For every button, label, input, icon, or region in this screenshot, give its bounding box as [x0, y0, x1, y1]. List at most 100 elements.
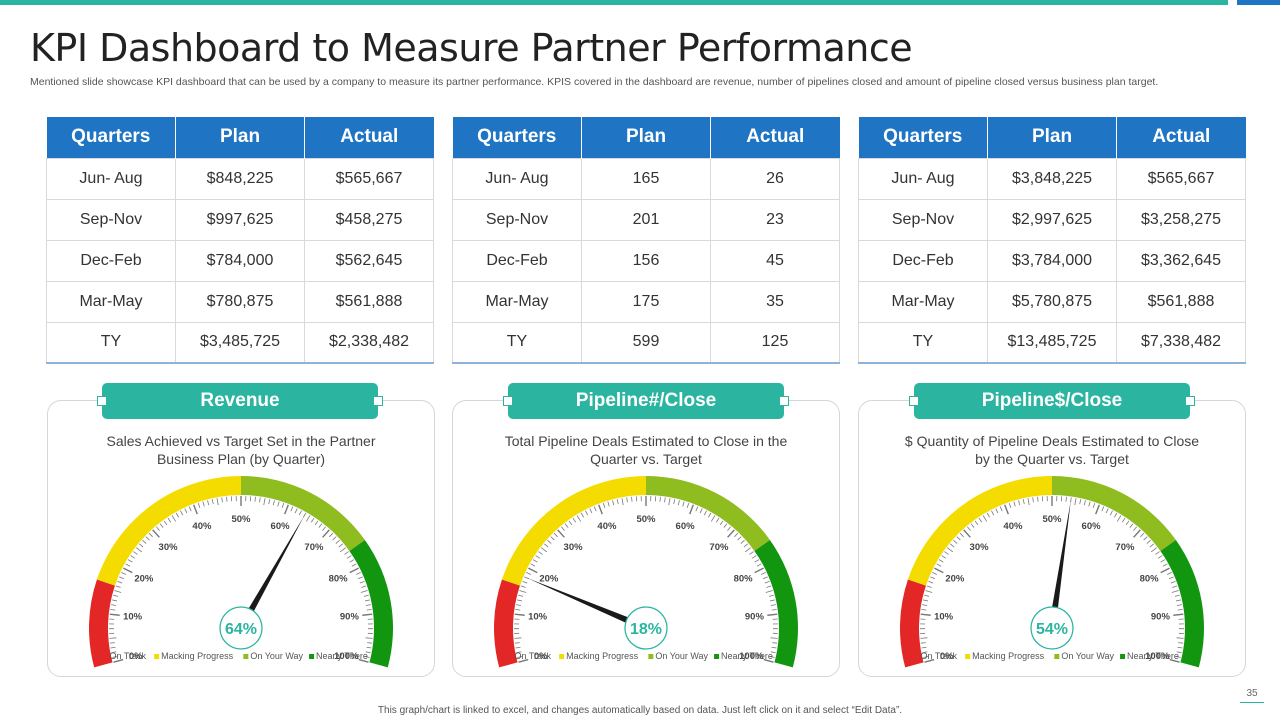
gauge-tick	[944, 551, 949, 555]
gauge-tick	[1168, 576, 1174, 580]
gauge-tick	[193, 504, 198, 515]
table-row: Dec-Feb $3,784,000 $3,362,645	[858, 239, 1246, 282]
table-header-row: Quarters Plan Actual	[452, 117, 840, 158]
gauge-tick	[1176, 651, 1182, 654]
gauge-band	[96, 476, 241, 586]
gauge-tick	[322, 526, 326, 531]
cell-quarter: Dec-Feb	[452, 239, 582, 282]
table-row: Mar-May $5,780,875 $561,888	[858, 280, 1246, 323]
gauge-tick	[133, 551, 138, 555]
gauge-tick-label: 40%	[192, 521, 212, 532]
pipeline-count-gauge: 0% 10% 20% 30% 40% 50% 60% 70% 80% 90% 100% 18% On T…	[494, 476, 798, 668]
gauge-tick	[1155, 551, 1160, 555]
gauge-tick	[1140, 532, 1145, 538]
gauge-tick	[159, 523, 164, 528]
gauge-tick-label: 70%	[304, 542, 324, 553]
header-plan: Plan	[581, 117, 711, 158]
gauge-tick-label: 50%	[231, 514, 251, 525]
gauge-tick	[926, 585, 932, 588]
gauge-tick	[184, 508, 188, 514]
gauge-tick	[593, 506, 597, 512]
gauge-tick	[550, 536, 555, 541]
header-handle-right	[373, 396, 383, 406]
gauge-tick	[366, 609, 372, 611]
gauge-tick	[695, 506, 699, 512]
gauge-tick-label: 40%	[597, 521, 617, 532]
cell-actual: 125	[710, 321, 840, 364]
gauge-tick	[771, 646, 777, 649]
gauge-tick	[715, 517, 720, 523]
cell-plan: $780,875	[175, 280, 305, 323]
gauge-tick	[197, 502, 201, 508]
gauge-tick	[631, 496, 633, 502]
gauge-tick-label: 30%	[159, 542, 179, 553]
gauge-tick	[188, 506, 192, 512]
gauge-tick	[767, 613, 778, 616]
cell-quarter: Sep-Nov	[858, 198, 988, 241]
gauge-tick	[1109, 510, 1113, 516]
gauge-tick	[1083, 500, 1086, 506]
gauge-tick	[1079, 499, 1082, 505]
gauge-tick	[544, 543, 549, 548]
gauge-tick	[963, 529, 971, 538]
gauge-tick	[547, 539, 552, 544]
gauge-band	[349, 539, 393, 668]
gauge-tick	[770, 651, 776, 654]
gauge-tick	[226, 496, 228, 502]
gauge-tick	[115, 585, 121, 588]
gauge-tick-label: 20%	[945, 574, 965, 585]
gauge-tick	[361, 585, 367, 588]
gauge-tick-label: 70%	[1115, 542, 1135, 553]
legend-swatch	[965, 654, 971, 659]
gauge-tick	[1171, 590, 1179, 593]
gauge-tick	[175, 512, 180, 518]
gauge-tick	[756, 563, 762, 567]
gauge-tick	[109, 637, 117, 639]
legend-label: On Your Way	[250, 651, 303, 661]
table-header-row: Quarters Plan Actual	[46, 117, 434, 158]
gauge-tick	[130, 555, 136, 559]
gauge-tick-label: 50%	[1042, 514, 1062, 525]
table-row: TY $3,485,725 $2,338,482	[46, 321, 434, 364]
gauge-tick	[580, 512, 585, 518]
gauge-tick	[749, 551, 754, 555]
cell-plan: $848,225	[175, 157, 305, 200]
cell-quarter: TY	[452, 321, 582, 364]
gauge-tick	[167, 517, 172, 523]
gauge-tick	[727, 526, 731, 531]
gauge-band	[88, 579, 115, 668]
gauge-tick	[1092, 502, 1096, 508]
gauge-tick	[934, 567, 944, 574]
gauge-tick	[936, 563, 942, 567]
gauge-tick	[572, 517, 577, 523]
pipeline-amount-header: Pipeline$/Close	[914, 383, 1190, 419]
gauge-tick-label: 90%	[745, 612, 765, 623]
gauge-tick	[1018, 500, 1021, 506]
gauge-tick	[516, 651, 522, 654]
gauge-tick-label: 10%	[123, 612, 143, 623]
pipeline-count-header: Pipeline#/Close	[508, 383, 784, 419]
gauge-tick	[290, 506, 294, 512]
gauge-tick	[576, 515, 582, 522]
cell-quarter: Jun- Aug	[858, 157, 988, 200]
gauge-tick	[677, 500, 680, 506]
gauge-tick	[1101, 506, 1105, 512]
gauge-tick	[111, 604, 117, 606]
gauge-tick	[922, 604, 928, 606]
gauge-tick	[305, 515, 311, 522]
gauge-tick-label: 0%	[940, 651, 954, 662]
gauge-tick	[947, 547, 954, 553]
gauge-tick	[180, 510, 184, 516]
cell-plan: 175	[581, 280, 711, 323]
gauge-tick	[294, 508, 298, 514]
legend-label: Macking Progress	[161, 651, 234, 661]
page-number: 35	[1240, 688, 1264, 703]
gauge-tick-label: 80%	[1140, 574, 1160, 585]
gauge-tick	[111, 599, 118, 602]
gauge-tick	[541, 547, 548, 553]
cell-actual: $458,275	[304, 198, 434, 241]
gauge-tick	[1032, 497, 1034, 503]
gauge-tick	[1172, 585, 1178, 588]
gauge-tick	[110, 609, 116, 611]
gauge-tick	[514, 613, 525, 616]
